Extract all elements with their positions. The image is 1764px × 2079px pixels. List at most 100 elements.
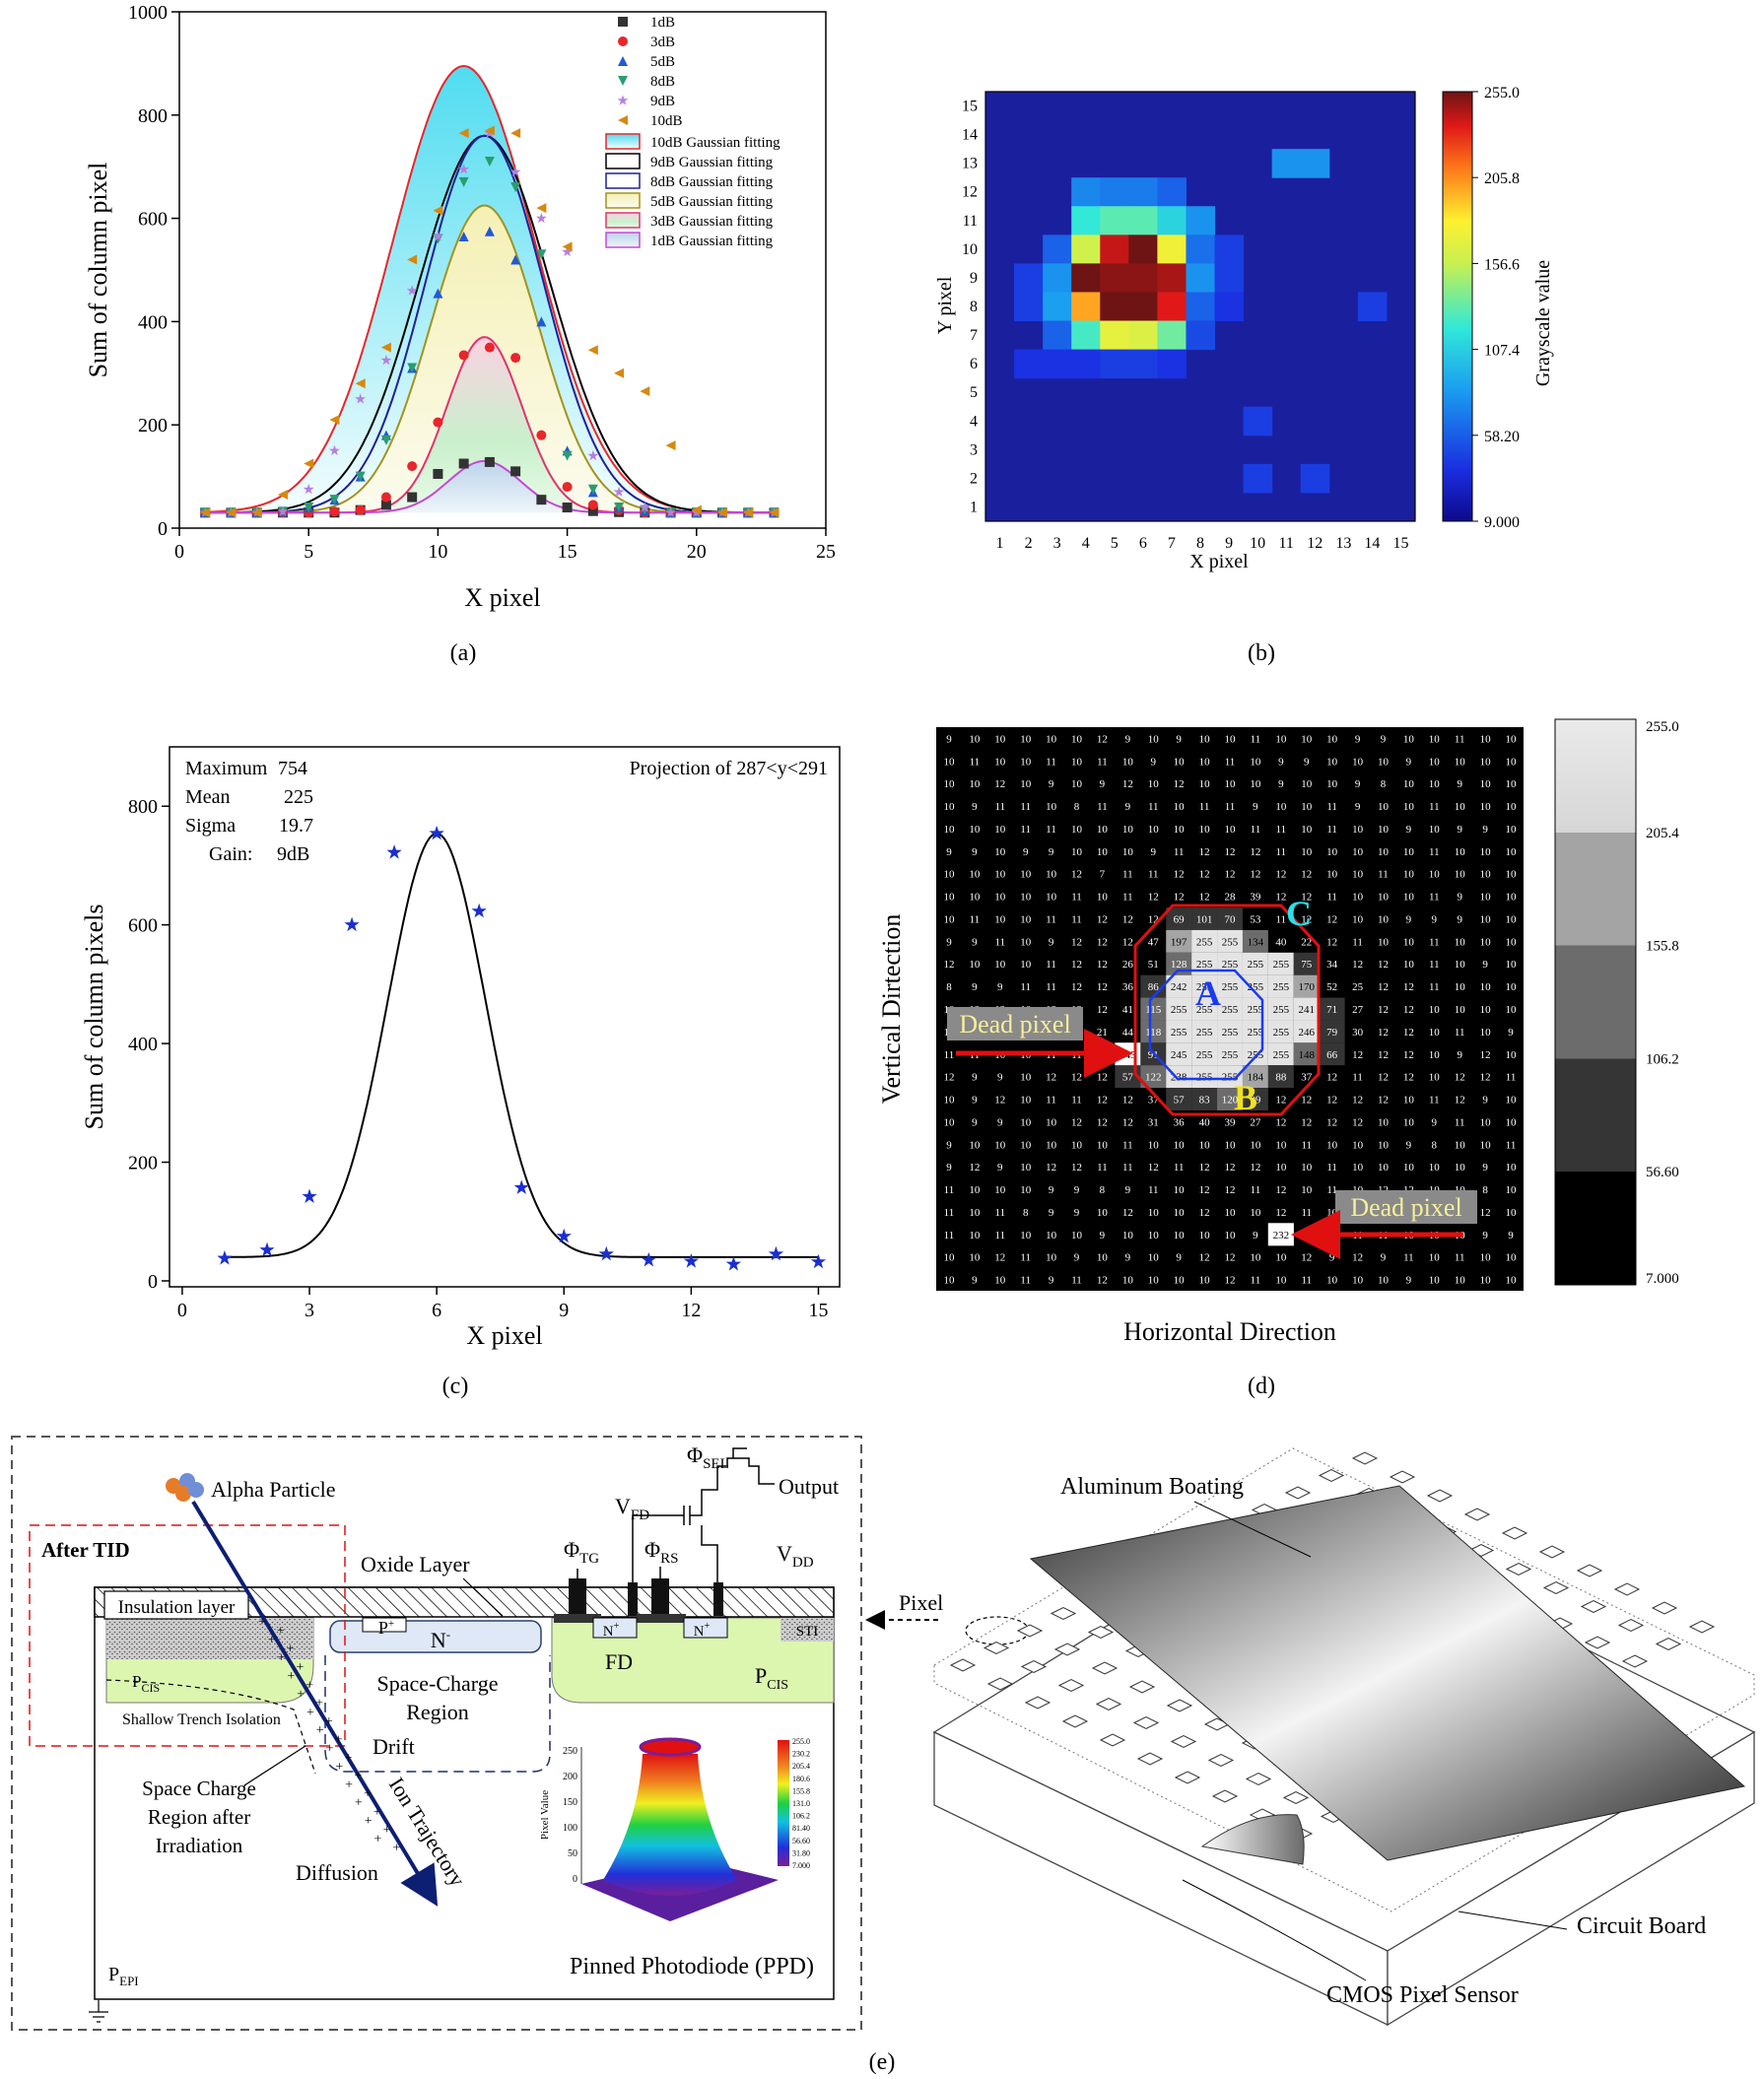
d-cell-value: 10: [1020, 1072, 1032, 1084]
e-pixel-cell: [1099, 1733, 1126, 1747]
d-cell-value: 12: [1378, 1027, 1389, 1039]
d-cell-value: 10: [1020, 1139, 1032, 1151]
d-cell-value: 9: [1176, 1252, 1182, 1264]
e-pixel-cell: [1207, 1753, 1235, 1768]
d-cell-value: 10: [1378, 1275, 1390, 1287]
d-cell-value: 10: [1225, 778, 1237, 790]
d-cell-value: 12: [1225, 846, 1236, 858]
e-contact-fd: [628, 1582, 638, 1616]
d-cell-value: 11: [1148, 1184, 1159, 1196]
d-cell-value: 255: [1196, 1027, 1213, 1039]
d-cell-value: 11: [1071, 1275, 1082, 1287]
c-point: [259, 1241, 275, 1257]
e-cmos-pointer: [1182, 1879, 1367, 1981]
a-point: [406, 285, 418, 296]
d-cell-value: 12: [1352, 1116, 1363, 1128]
d-cell-value: 10: [1429, 869, 1441, 881]
a-point: [562, 450, 573, 461]
a-point: [587, 484, 598, 495]
a-ytick-label: 600: [138, 209, 168, 231]
b-colorbar-tick-label: 58.20: [1484, 429, 1520, 445]
d-cell-value: 9: [1125, 733, 1131, 745]
e-plus-mark: +: [344, 1751, 352, 1766]
d-cell-value: 12: [1301, 1116, 1312, 1128]
b-cell: [1186, 320, 1216, 351]
d-cell-value: 9: [972, 801, 978, 813]
e-inset-z-tick: 200: [563, 1772, 577, 1782]
d-cell-value: 10: [1250, 1139, 1261, 1151]
d-cell-value: 10: [1480, 801, 1492, 813]
b-colorbar-ticks: 9.000 58.20 107.4 156.6 205.8 255.0: [1472, 85, 1520, 531]
d-cell-value: 10: [1046, 801, 1057, 813]
b-ylabel: Y pixel: [934, 276, 956, 334]
b-heatmap-frame: [984, 91, 1416, 522]
d-cell-value: 12: [1250, 869, 1260, 881]
e-charge-plus-marks: ++++++++++++++++++++++++++: [258, 1615, 400, 1856]
d-cell-value: 9: [1457, 913, 1462, 925]
d-cell-value: 10: [1275, 801, 1287, 813]
e-space-charge-label: Space-Charge: [377, 1671, 499, 1696]
a-point: [613, 486, 625, 497]
b-colorbar-tick-label: 156.6: [1484, 256, 1520, 273]
d-cell-value: 12: [1097, 1116, 1108, 1128]
e-p-plus-label: P+: [378, 1618, 394, 1638]
d-cell-value: 9: [1482, 1162, 1488, 1174]
d-cell-value: 10: [1429, 824, 1441, 836]
d-cell-value: 11: [1046, 1095, 1056, 1107]
e-plus-mark: +: [278, 1651, 286, 1666]
d-cell-value: 10: [969, 1184, 981, 1196]
e-pixel-cell: [1505, 1562, 1532, 1576]
a-legend-swatch: [605, 133, 641, 150]
e-fd-n-plus: [592, 1617, 638, 1639]
d-cell-value: 22: [1301, 936, 1312, 948]
d-cell-value: 12: [1378, 959, 1389, 971]
e-inset-cb-tick: 255.0: [792, 1737, 810, 1746]
e-inset-cb-tick: 230.2: [792, 1750, 810, 1759]
e-plus-mark: +: [287, 1669, 295, 1684]
d-cell-value: 9: [1278, 756, 1284, 768]
d-label-a: A: [1195, 973, 1221, 1013]
e-pixel-cell: [986, 1677, 1014, 1691]
a-point: [458, 128, 469, 139]
d-cell-value: 10: [1071, 778, 1083, 790]
d-cell-value: 10: [1403, 959, 1415, 971]
d-cell-value: 12: [1378, 1049, 1389, 1061]
d-cell-value: 9: [1329, 1252, 1335, 1264]
d-cell-value: 10: [1429, 733, 1441, 745]
d-cell-value: 12: [1326, 913, 1337, 925]
d-cell-value: 12: [1097, 959, 1108, 971]
d-cell-value: 9: [1381, 733, 1387, 745]
d-cell-value: 40: [1275, 936, 1287, 948]
d-cell-bg: [1191, 1042, 1218, 1066]
a-axes: 0 5 10 15 20 25 0 200 400 600 800 1000: [128, 2, 836, 563]
d-cell-value: 10: [969, 1230, 981, 1241]
e-inset-zlabel: Pixel Value: [539, 1790, 551, 1840]
e-cmos-label: CMOS Pixel Sensor: [1326, 1982, 1519, 2008]
d-cell-bg: [1217, 907, 1243, 930]
e-inset-z-ticks: 250 200 150 100 50 0: [563, 1746, 577, 1885]
d-cell-bg: [1166, 997, 1192, 1021]
d-cell-value: 12: [1174, 778, 1185, 790]
d-cell-value: 12: [1225, 869, 1236, 881]
d-cell-value: 12: [1097, 1004, 1108, 1016]
d-colorbar-tick-label: 56.60: [1646, 1165, 1679, 1180]
d-cell-bg: [1242, 1088, 1268, 1110]
c-point: [513, 1179, 529, 1194]
c-stat-sigma: 19.7: [279, 815, 313, 837]
d-cell-bg: [1140, 997, 1167, 1021]
d-cell-value: 10: [1097, 824, 1109, 836]
d-cell-value: 12: [1199, 1207, 1210, 1219]
caption-d: (d): [1248, 1374, 1275, 1399]
d-cell-value: 9: [1151, 846, 1157, 858]
a-point: [458, 458, 469, 469]
c-stat-gain: 9dB: [277, 843, 309, 865]
a-point: [251, 507, 262, 518]
b-ytick-label: 12: [962, 184, 978, 201]
e-plus-mark: +: [306, 1706, 314, 1720]
d-cell-value: 10: [1480, 1004, 1492, 1016]
d-cell-value: 10: [1174, 801, 1186, 813]
b-xtick-label: 7: [1168, 535, 1176, 552]
d-cell-value: 9: [972, 1116, 978, 1128]
a-point: [380, 354, 392, 366]
d-cell-value: 9: [1457, 1049, 1462, 1061]
